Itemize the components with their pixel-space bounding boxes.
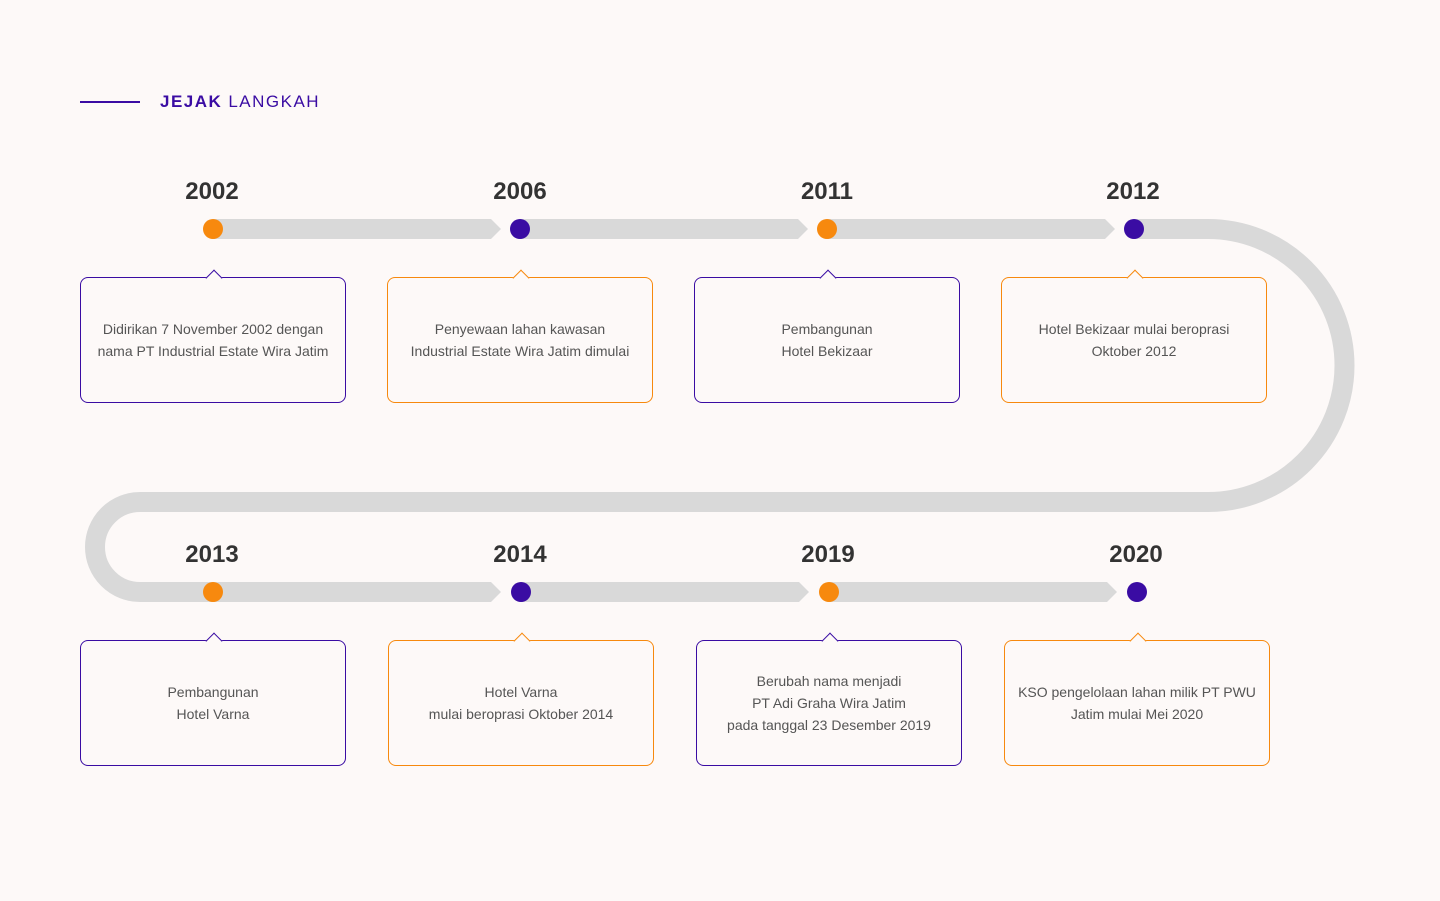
event-card: Penyewaan lahan kawasan Industrial Estat… bbox=[387, 269, 653, 403]
event-card: Pembangunan Hotel Varna bbox=[80, 632, 346, 766]
event-text: KSO pengelolaan lahan milik PT PWU Jatim… bbox=[1018, 684, 1256, 722]
year-label: 2020 bbox=[1109, 541, 1163, 568]
event-card: Hotel Varna mulai beroprasi Oktober 2014 bbox=[388, 632, 654, 766]
year-label: 2006 bbox=[493, 178, 547, 205]
event-card: KSO pengelolaan lahan milik PT PWU Jatim… bbox=[1004, 632, 1270, 766]
track-arrow bbox=[213, 219, 501, 239]
event-card: Didirikan 7 November 2002 dengan nama PT… bbox=[80, 269, 346, 403]
event-text: Pembangunan Hotel Varna bbox=[167, 684, 259, 722]
milestone-dot bbox=[510, 219, 530, 239]
event-text: Berubah nama menjadi PT Adi Graha Wira J… bbox=[727, 673, 931, 733]
event-card: Pembangunan Hotel Bekizaar bbox=[694, 269, 960, 403]
track-arrow bbox=[827, 219, 1115, 239]
milestone-dot bbox=[817, 219, 837, 239]
track-arrow bbox=[520, 219, 808, 239]
event-text: Penyewaan lahan kawasan Industrial Estat… bbox=[410, 321, 630, 359]
event-text: Didirikan 7 November 2002 dengan nama PT… bbox=[97, 321, 329, 359]
event-card: Hotel Bekizaar mulai beroprasi Oktober 2… bbox=[1001, 269, 1267, 403]
event-card: Berubah nama menjadi PT Adi Graha Wira J… bbox=[696, 632, 962, 766]
event-text: Pembangunan Hotel Bekizaar bbox=[781, 321, 873, 359]
milestone-dot bbox=[819, 582, 839, 602]
year-label: 2013 bbox=[185, 541, 239, 568]
title-bold: JEJAK bbox=[160, 92, 223, 111]
track-arrow bbox=[521, 582, 809, 602]
year-label: 2011 bbox=[800, 178, 854, 205]
year-label: 2014 bbox=[493, 541, 547, 568]
section-title: JEJAK LANGKAH bbox=[80, 88, 320, 116]
milestone-dot bbox=[203, 219, 223, 239]
title-rule bbox=[80, 101, 140, 103]
year-label: 2019 bbox=[801, 541, 855, 568]
year-label: 2012 bbox=[1106, 178, 1160, 205]
year-label: 2002 bbox=[185, 178, 239, 205]
event-text: Hotel Varna mulai beroprasi Oktober 2014 bbox=[428, 684, 614, 722]
milestone-dot bbox=[1124, 219, 1144, 239]
title-light: LANGKAH bbox=[228, 92, 321, 111]
milestone-dot bbox=[1127, 582, 1147, 602]
event-text: Hotel Bekizaar mulai beroprasi Oktober 2… bbox=[1038, 321, 1230, 359]
milestone-dot bbox=[511, 582, 531, 602]
milestone-dot bbox=[203, 582, 223, 602]
track-curve bbox=[85, 219, 1355, 602]
track-arrow bbox=[829, 582, 1117, 602]
track-arrow bbox=[185, 582, 501, 602]
